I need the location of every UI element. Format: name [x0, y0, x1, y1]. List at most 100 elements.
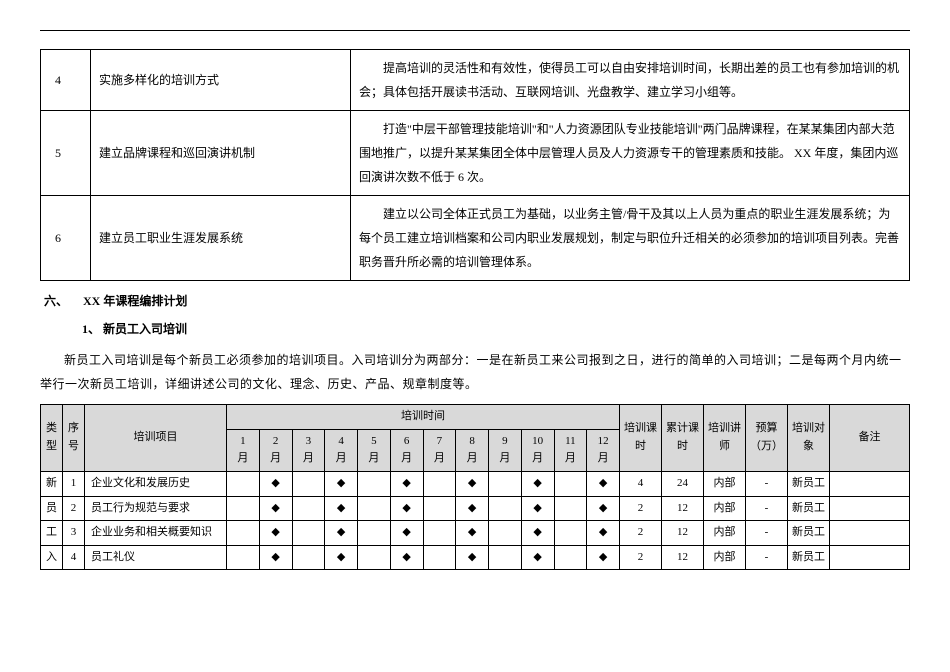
- cell-month: ◆: [456, 496, 489, 521]
- measure-title: 建立品牌课程和巡回演讲机制: [91, 111, 351, 196]
- cell-target: 新员工: [788, 545, 830, 570]
- th-time-group: 培训时间: [227, 405, 620, 430]
- cell-project: 企业文化和发展历史: [85, 471, 227, 496]
- cell-project: 企业业务和相关概要知识: [85, 521, 227, 546]
- th-month: 6月: [390, 429, 423, 471]
- th-note: 备注: [830, 405, 910, 472]
- cell-cum: 12: [662, 545, 704, 570]
- th-month: 3月: [292, 429, 325, 471]
- cell-type: 入: [41, 545, 63, 570]
- cell-month: ◆: [521, 521, 554, 546]
- cell-month: [227, 496, 260, 521]
- cell-month: [358, 471, 391, 496]
- cell-month: [423, 471, 456, 496]
- measure-num: 6: [41, 196, 91, 281]
- cell-month: ◆: [325, 496, 358, 521]
- cell-month: [554, 496, 587, 521]
- th-lecturer: 培训讲师: [704, 405, 746, 472]
- cell-month: ◆: [390, 545, 423, 570]
- cell-month: [292, 496, 325, 521]
- cell-month: [227, 521, 260, 546]
- cell-month: ◆: [587, 496, 620, 521]
- cell-seq: 4: [63, 545, 85, 570]
- cell-month: [489, 521, 522, 546]
- cell-month: ◆: [259, 521, 292, 546]
- th-budget: 预算（万）: [746, 405, 788, 472]
- measure-num: 4: [41, 50, 91, 111]
- cell-month: [423, 545, 456, 570]
- cell-month: ◆: [587, 521, 620, 546]
- cell-month: ◆: [587, 471, 620, 496]
- cell-month: ◆: [521, 545, 554, 570]
- cell-month: ◆: [587, 545, 620, 570]
- cell-month: [292, 471, 325, 496]
- measure-title: 建立员工职业生涯发展系统: [91, 196, 351, 281]
- cell-month: ◆: [456, 471, 489, 496]
- th-month: 10月: [521, 429, 554, 471]
- cell-month: [227, 471, 260, 496]
- cell-type: 新: [41, 471, 63, 496]
- cell-month: [489, 545, 522, 570]
- cell-month: [554, 521, 587, 546]
- cell-month: [489, 496, 522, 521]
- intro-paragraph: 新员工入司培训是每个新员工必须参加的培训项目。入司培训分为两部分：一是在新员工来…: [40, 342, 910, 404]
- cell-month: [489, 471, 522, 496]
- cell-month: [554, 545, 587, 570]
- cell-seq: 1: [63, 471, 85, 496]
- measure-desc: 建立以公司全体正式员工为基础，以业务主管/骨干及其以上人员为重点的职业生涯发展系…: [351, 196, 910, 281]
- section-6-num: 六、: [40, 291, 80, 313]
- cell-month: [554, 471, 587, 496]
- cell-budget: -: [746, 545, 788, 570]
- cell-month: ◆: [521, 496, 554, 521]
- cell-lecturer: 内部: [704, 471, 746, 496]
- th-month: 2月: [259, 429, 292, 471]
- cell-month: [423, 496, 456, 521]
- cell-month: ◆: [456, 545, 489, 570]
- cell-hour: 2: [620, 521, 662, 546]
- th-project: 培训项目: [85, 405, 227, 472]
- measures-table: 4实施多样化的培训方式提高培训的灵活性和有效性，使得员工可以自由安排培训时间，长…: [40, 49, 910, 281]
- section-6-title: XX 年课程编排计划: [83, 294, 187, 308]
- cell-month: [227, 545, 260, 570]
- cell-budget: -: [746, 521, 788, 546]
- cell-type: 员: [41, 496, 63, 521]
- cell-type: 工: [41, 521, 63, 546]
- cell-month: [423, 521, 456, 546]
- cell-lecturer: 内部: [704, 521, 746, 546]
- th-month: 5月: [358, 429, 391, 471]
- measure-desc: 提高培训的灵活性和有效性，使得员工可以自由安排培训时间，长期出差的员工也有参加培…: [351, 50, 910, 111]
- cell-month: [292, 521, 325, 546]
- cell-month: ◆: [259, 496, 292, 521]
- th-month: 9月: [489, 429, 522, 471]
- cell-hour: 4: [620, 471, 662, 496]
- cell-budget: -: [746, 496, 788, 521]
- cell-cum: 12: [662, 521, 704, 546]
- cell-month: [292, 545, 325, 570]
- cell-cum: 24: [662, 471, 704, 496]
- cell-note: [830, 471, 910, 496]
- measure-num: 5: [41, 111, 91, 196]
- cell-month: [358, 496, 391, 521]
- measure-desc: 打造"中层干部管理技能培训"和"人力资源团队专业技能培训"两门品牌课程，在某某集…: [351, 111, 910, 196]
- th-month: 4月: [325, 429, 358, 471]
- cell-month: ◆: [325, 471, 358, 496]
- th-target: 培训对象: [788, 405, 830, 472]
- cell-target: 新员工: [788, 521, 830, 546]
- cell-month: ◆: [521, 471, 554, 496]
- cell-month: ◆: [456, 521, 489, 546]
- th-type: 类型: [41, 405, 63, 472]
- training-schedule-table: 类型 序号 培训项目 培训时间 培训课时 累计课时 培训讲师 预算（万） 培训对…: [40, 404, 910, 570]
- top-rule: [40, 30, 910, 31]
- cell-target: 新员工: [788, 496, 830, 521]
- cell-month: ◆: [390, 521, 423, 546]
- cell-month: ◆: [390, 496, 423, 521]
- measure-title: 实施多样化的培训方式: [91, 50, 351, 111]
- cell-hour: 2: [620, 496, 662, 521]
- th-cum: 累计课时: [662, 405, 704, 472]
- cell-lecturer: 内部: [704, 545, 746, 570]
- th-month: 7月: [423, 429, 456, 471]
- section-6-heading: 六、 XX 年课程编排计划: [40, 287, 910, 315]
- cell-hour: 2: [620, 545, 662, 570]
- cell-month: ◆: [325, 545, 358, 570]
- th-month: 12月: [587, 429, 620, 471]
